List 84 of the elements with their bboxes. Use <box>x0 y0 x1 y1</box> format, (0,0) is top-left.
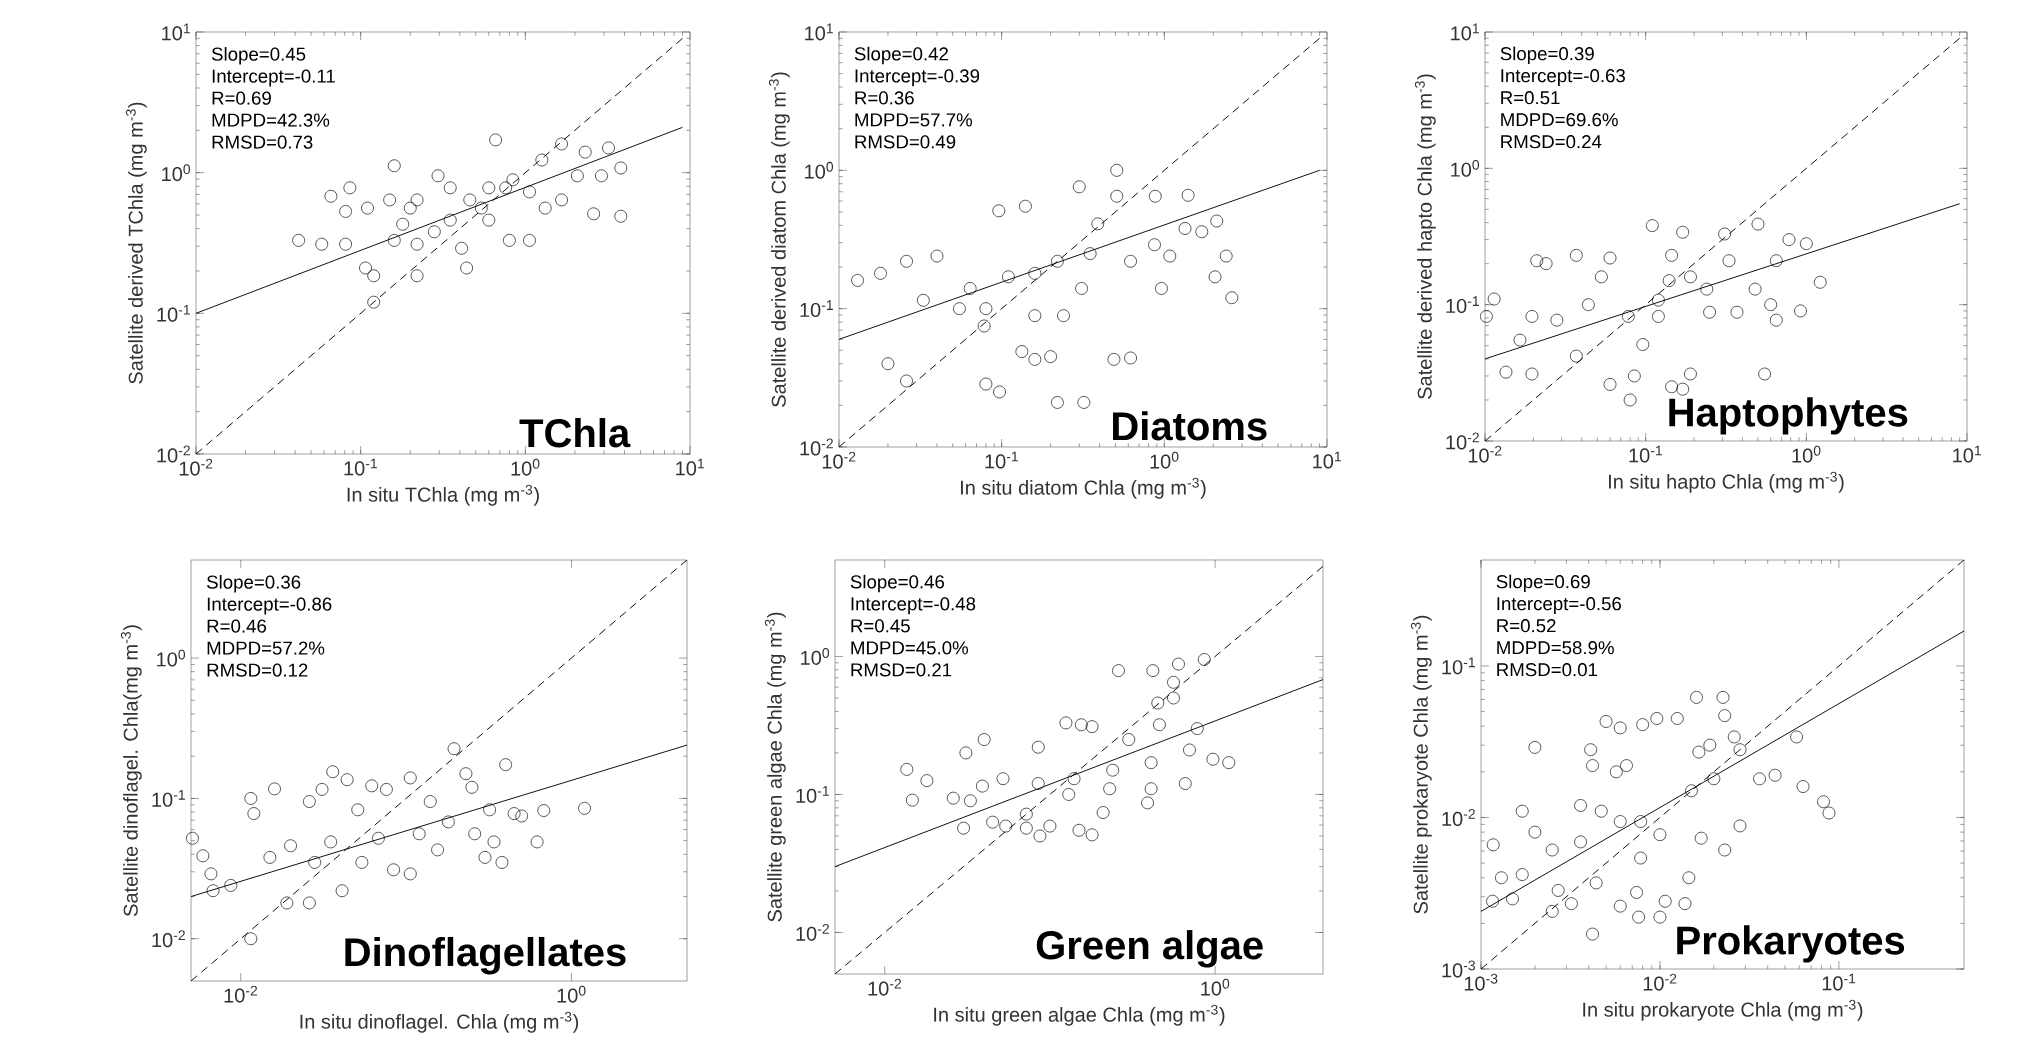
y-tick-label: 10$^{1}$ <box>1451 23 1479 41</box>
x-tick-label: 10$^{-2}$ <box>868 978 902 996</box>
x-tick-label: 10$^{-2}$ <box>1643 973 1677 991</box>
x-axis-title: In situ diatom Chla (mg m$^{-3}$) <box>961 477 1206 499</box>
annotation: TChla <box>519 418 631 448</box>
y-axis-title: Satellite green algae Chla (mg m$^{-3}$) <box>764 612 786 922</box>
annotation: Slope=0.42 <box>854 46 948 65</box>
annotation: R=0.36 <box>855 91 914 105</box>
y-tick-label: 10$^{1}$ <box>162 23 190 41</box>
annotation: MDPD=45.0% <box>851 641 969 655</box>
annotation: Slope=0.39 <box>1500 46 1594 64</box>
annotation: R=0.69 <box>212 91 271 105</box>
x-tick-label: 10$^{-2}$ <box>179 458 213 476</box>
x-tick-label: 10$^{-1}$ <box>985 451 1018 469</box>
y-axis-title: Satellite derived diatom Chla (mg m$^{-3}$) <box>768 72 790 407</box>
y-axis-title: Satellite dinoflagel. Chla(mg m$^{-3}$) <box>120 625 142 917</box>
annotation: Intercept=-0.48 <box>851 597 976 615</box>
y-tick-label: 10$^{-1}$ <box>800 300 833 318</box>
y-tick-label: 10$^{-1}$ <box>796 786 829 803</box>
y-tick-label: 10$^{0}$ <box>805 161 834 179</box>
annotation: Intercept=-0.56 <box>1497 597 1622 614</box>
x-tick-label: 10$^{1}$ <box>1313 451 1341 469</box>
annotation: Intercept=-0.39 <box>855 69 980 87</box>
y-axis-title: Satellite derived TChla (mg m$^{-3}$) <box>125 102 147 384</box>
x-tick-label: 10$^{1}$ <box>1953 445 1981 463</box>
annotation: RMSD=0.01 <box>1497 663 1598 677</box>
annotation: RMSD=0.73 <box>212 135 313 149</box>
annotation: Intercept=-0.86 <box>207 597 332 615</box>
x-tick-label: 10$^{0}$ <box>1150 451 1179 469</box>
annotation: RMSD=0.21 <box>851 663 952 677</box>
x-axis-title: In situ TChla (mg m$^{-3}$) <box>347 484 539 506</box>
annotation: MDPD=58.9% <box>1497 641 1614 655</box>
x-axis-title: In situ prokaryote Chla (mg m$^{-3}$) <box>1583 999 1863 1021</box>
annotation: Dinoflagellates <box>345 936 626 975</box>
annotation: Intercept=-0.63 <box>1501 69 1625 86</box>
x-tick-label: 10$^{-1}$ <box>1629 445 1662 463</box>
x-tick-label: 10$^{0}$ <box>511 458 540 476</box>
x-tick-label: 10$^{-1}$ <box>344 458 377 476</box>
x-tick-label: 10$^{1}$ <box>676 458 704 476</box>
y-axis-title: Satellite derived hapto Chla (mg m$^{-3}$) <box>1414 74 1436 399</box>
y-tick-label: 10$^{-2}$ <box>152 930 185 948</box>
y-axis-title: Satellite prokaryote Chla (mg m$^{-3}$) <box>1410 615 1432 914</box>
x-tick-label: 10$^{-2}$ <box>1468 445 1502 463</box>
annotation: Haptophytes <box>1669 397 1908 435</box>
y-tick-label: 10$^{-1}$ <box>1442 657 1475 675</box>
y-tick-label: 10$^{-2}$ <box>1442 809 1475 826</box>
annotation: Slope=0.69 <box>1496 574 1590 592</box>
x-axis-title: In situ green algae Chla (mg m$^{-3}$) <box>934 1004 1225 1026</box>
y-tick-label: 10$^{1}$ <box>805 23 833 41</box>
annotation: Diatoms <box>1113 411 1267 441</box>
y-tick-label: 10$^{-1}$ <box>1446 296 1479 314</box>
annotation: Slope=0.46 <box>850 574 945 593</box>
annotation: RMSD=0.12 <box>207 663 308 677</box>
y-tick-label: 10$^{0}$ <box>162 164 191 182</box>
annotation: RMSD=0.49 <box>855 135 956 149</box>
annotation: R=0.45 <box>851 619 910 633</box>
annotation: MDPD=69.6% <box>1501 113 1618 127</box>
annotation: RMSD=0.24 <box>1501 135 1602 149</box>
y-tick-label: 10$^{0}$ <box>157 649 186 667</box>
x-tick-label: 10$^{-1}$ <box>1822 973 1856 991</box>
y-tick-label: 10$^{-1}$ <box>152 790 185 807</box>
x-tick-label: 10$^{-2}$ <box>822 451 856 469</box>
annotation: Prokaryotes <box>1677 925 1905 963</box>
annotation: MDPD=57.7% <box>855 113 973 127</box>
x-tick-label: 10$^{0}$ <box>557 985 586 1003</box>
x-axis-title: In situ hapto Chla (mg m$^{-3}$) <box>1609 471 1844 493</box>
annotation: MDPD=57.2% <box>207 641 325 655</box>
x-tick-label: 10$^{0}$ <box>1792 445 1821 463</box>
annotation: Slope=0.45 <box>211 47 306 65</box>
x-tick-label: 10$^{-3}$ <box>1464 973 1498 991</box>
annotation: Slope=0.36 <box>207 575 301 593</box>
annotation: R=0.46 <box>207 619 267 633</box>
y-tick-label: 10$^{-2}$ <box>796 924 829 941</box>
y-tick-label: 10$^{0}$ <box>1451 159 1480 177</box>
annotation: MDPD=42.3% <box>212 113 330 127</box>
y-tick-label: 10$^{-1}$ <box>157 304 190 322</box>
y-tick-label: 10$^{0}$ <box>801 648 830 665</box>
x-tick-label: 10$^{-2}$ <box>224 985 258 1003</box>
annotation: R=0.52 <box>1497 619 1556 633</box>
annotation: Green algae <box>1036 930 1263 968</box>
x-tick-label: 10$^{0}$ <box>1201 978 1230 996</box>
x-axis-title: In situ dinoflagel. Chla (mg m$^{-3}$) <box>300 1011 579 1033</box>
annotation: R=0.51 <box>1501 91 1560 105</box>
annotation: Intercept=-0.11 <box>212 69 335 87</box>
